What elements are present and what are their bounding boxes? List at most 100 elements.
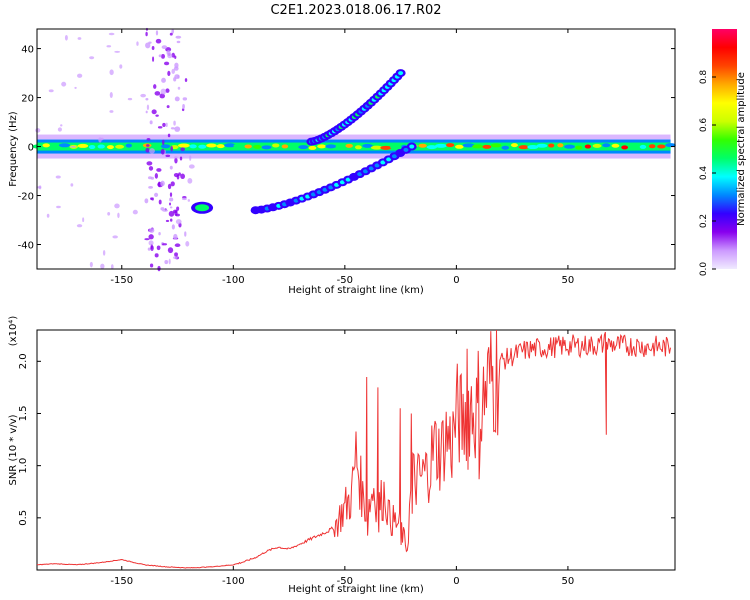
y-tick-label: 0.5 [18,510,29,526]
scatter-speck [170,181,175,187]
band-hotspot [510,143,518,148]
scatter-speck [61,81,67,87]
scatter-speck [57,127,62,132]
snr-panel: -150 -100 -50 0 50 0.5 1.0 1.5 2.0 Height of st… [8,316,676,595]
band-hotspot [490,143,502,148]
scatter-speck [173,209,178,214]
band-hotspot [630,143,637,148]
band-hotspot [160,144,171,149]
scatter-speck [170,145,173,152]
scatter-speck [149,120,153,125]
scatter-speck [150,176,155,180]
scatter-speck [77,37,82,40]
band-hotspot [58,143,71,148]
band-hotspot [224,143,236,148]
band-hotspot [233,143,245,148]
scatter-speck [48,89,54,93]
band-hotspot [518,145,529,150]
band-hotspot [418,143,427,148]
x-tick-label: 0 [453,576,459,587]
scatter-speck [109,69,114,76]
scatter-speck [176,40,181,44]
band-hotspot [272,143,280,148]
x-tick-label: 50 [562,576,575,587]
scatter-speck [106,45,112,48]
scatter-speck [161,53,166,59]
scatter-speck [76,224,83,228]
snr-y-axis-label: SNR (10 * v/v) [8,414,19,485]
scatter-speck [144,238,150,241]
band-hotspot [189,144,197,149]
scatter-speck [173,120,176,126]
scatter-speck [100,263,105,269]
scatter-speck [151,109,157,115]
x-tick-label: -150 [110,576,133,587]
band-hotspot [253,144,262,149]
band-hotspot [426,145,438,150]
scatter-speck [140,93,146,98]
scatter-speck [173,256,178,260]
blob-core [195,204,210,212]
band-hotspot [125,143,132,148]
scatter-speck [169,32,173,36]
x-tick-label: 0 [453,275,459,286]
scatter-speck [179,156,183,161]
spectrogram-y-axis-label: Frequency (Hz) [8,111,19,187]
scatter-speck [156,245,161,251]
scatter-speck [152,56,155,62]
scatter-speck [167,133,171,138]
snr-series-line [36,329,671,569]
band-hotspot [482,144,492,149]
snr-multiplier: (x10⁴) [8,316,19,347]
scatter-speck [108,32,115,36]
feature-main-band [32,134,676,159]
scatter-speck [114,203,120,209]
scatter-speck [89,261,93,268]
curve-segment-core [368,166,374,171]
scatter-speck [174,252,178,257]
band-hotspot [446,143,455,148]
scatter-speck [188,164,195,169]
scatter-speck [155,38,162,44]
scatter-speck [56,205,61,209]
scatter-speck [176,206,180,211]
band-hotspot [657,144,666,149]
scatter-speck [145,147,150,153]
colorbar-tick-label: 0.4 [699,166,709,181]
feature-lower-branch [250,142,417,215]
y-tick-label: -40 [18,241,34,252]
scatter-speck [173,233,178,240]
y-tick-label: 2.0 [18,353,29,369]
scatter-speck [107,211,111,216]
band-hotspot [462,143,475,148]
scatter-speck [178,172,181,176]
scatter-speck [109,110,114,113]
scatter-speck [165,88,170,93]
scatter-speck [161,45,168,49]
scatter-speck [163,61,170,66]
x-tick-label: -50 [337,275,353,286]
spectrogram-x-axis-label: Height of straight line (km) [288,285,424,296]
scatter-speck [132,209,138,215]
scatter-speck [181,197,187,201]
scatter-speck [114,50,121,53]
scatter-speck [38,185,42,190]
colorbar-gradient [712,29,737,269]
band-hotspot [611,143,620,148]
band-hotspot [335,144,345,149]
scatter-speck [176,174,180,180]
scatter-speck [154,253,159,258]
band-hotspot [621,145,629,150]
spectrogram-frame [36,28,676,270]
band-hotspot [77,143,89,148]
scatter-speck [149,263,154,268]
scatter-speck [162,209,168,212]
scatter-speck [187,199,191,202]
band-hotspot [345,143,353,148]
scatter-speck [89,56,95,60]
scatter-speck [148,186,153,189]
scatter-speck [166,105,170,109]
y-tick-label: 0 [28,143,34,154]
band-hotspot [132,145,144,150]
scatter-speck [184,231,187,237]
